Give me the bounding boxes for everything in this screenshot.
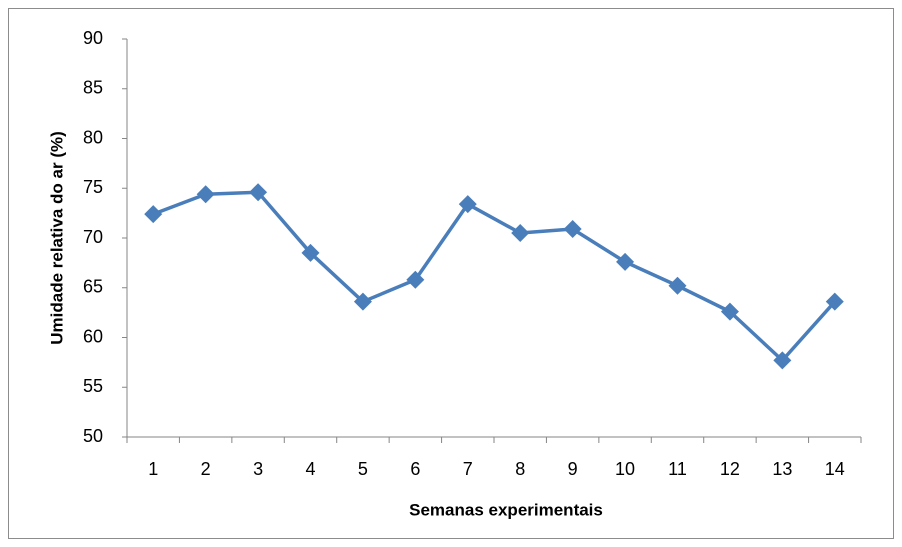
x-tick-label: 6 — [410, 459, 420, 479]
x-tick-label: 14 — [825, 459, 845, 479]
x-tick-label: 13 — [772, 459, 792, 479]
y-tick-label: 80 — [83, 127, 103, 147]
x-tick-label: 2 — [201, 459, 211, 479]
x-tick-label: 11 — [668, 459, 687, 479]
data-point — [720, 302, 739, 321]
y-tick-label: 60 — [83, 326, 103, 346]
y-tick-label: 75 — [83, 177, 103, 197]
y-tick-label: 65 — [83, 277, 103, 297]
data-point — [144, 205, 163, 224]
y-tick-label: 55 — [83, 376, 103, 396]
x-tick-label: 9 — [568, 459, 578, 479]
data-point — [773, 351, 792, 370]
y-tick-label: 85 — [83, 78, 103, 98]
x-tick-label: 3 — [253, 459, 263, 479]
data-point — [511, 224, 530, 243]
y-axis-title: Umidade relativa do ar (%) — [47, 131, 66, 345]
data-point — [406, 270, 425, 289]
chart-border — [8, 8, 894, 539]
data-point — [196, 185, 215, 204]
x-tick-label: 1 — [148, 459, 158, 479]
data-point — [825, 292, 844, 311]
x-tick-label: 7 — [463, 459, 473, 479]
x-tick-label: 10 — [615, 459, 635, 479]
y-tick-label: 70 — [83, 227, 103, 247]
data-point — [668, 276, 687, 295]
data-point — [353, 292, 372, 311]
data-point — [249, 183, 268, 202]
data-line — [152, 190, 837, 363]
x-axis-title: Semanas experimentais — [409, 500, 603, 519]
data-point — [301, 243, 320, 262]
data-point — [563, 220, 582, 239]
y-tick-label: 50 — [83, 426, 103, 446]
x-tick-label: 8 — [515, 459, 525, 479]
x-tick-label: 4 — [305, 459, 315, 479]
x-tick-label: 12 — [720, 459, 740, 479]
data-point — [616, 252, 635, 271]
y-tick-label: 90 — [83, 28, 103, 48]
data-point — [458, 195, 477, 214]
x-tick-label: 5 — [358, 459, 368, 479]
